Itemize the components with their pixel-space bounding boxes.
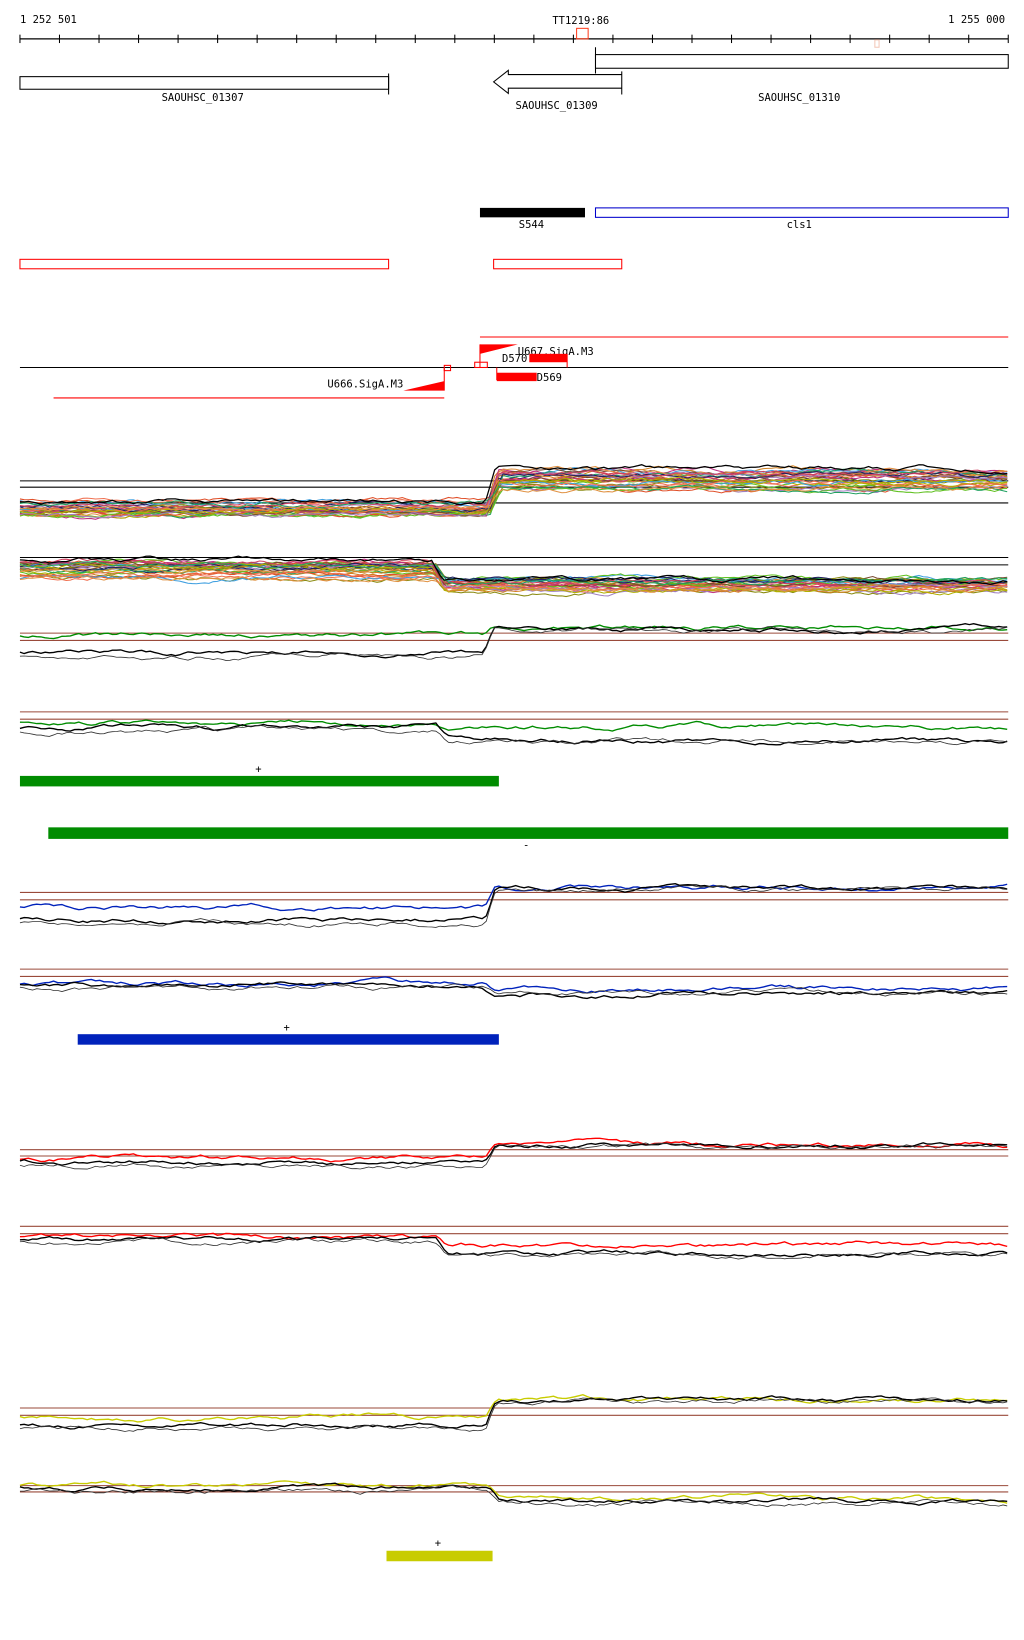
gene-label: SAOUHSC_01310 — [758, 92, 840, 104]
position-marker[interactable] — [576, 27, 589, 40]
red-region-1[interactable] — [19, 258, 390, 270]
yellow-reverse-black — [19, 1482, 1008, 1506]
tss-marker — [474, 361, 488, 369]
gene-saouhsc-01309[interactable]: SAOUHSC_01309 — [492, 69, 623, 112]
sample-line-forward — [19, 476, 1008, 515]
red-reverse-colored — [19, 1232, 1008, 1249]
promoter-label: U666.SigA.M3 — [327, 378, 403, 390]
red-forward-black — [19, 1142, 1008, 1170]
red-forward-colored — [19, 1137, 1008, 1163]
yellow-forward-black — [19, 1397, 1008, 1432]
promoter-label: U667.SigA.M3 — [518, 346, 594, 358]
feature-label: S544 — [519, 219, 544, 231]
gene-label: SAOUHSC_01309 — [516, 100, 598, 112]
terminator-label: D570 — [502, 353, 527, 365]
strand-plus-label: + — [255, 764, 261, 776]
ruler-start-label: 1 252 501 — [20, 14, 77, 26]
blue-forward-black — [19, 885, 1008, 928]
blue-plus-bar[interactable] — [77, 1034, 499, 1045]
blue-reverse-black — [19, 983, 1008, 997]
gene-saouhsc-01307[interactable]: SAOUHSC_01307 — [19, 73, 390, 104]
sample-line-forward — [19, 484, 1008, 509]
expression-tracks — [19, 464, 1009, 1508]
feature-label: cls1 — [787, 219, 812, 231]
green-minus-bar[interactable] — [48, 827, 1009, 839]
ruler-end-label: 1 255 000 — [948, 14, 1005, 26]
regulatory-track: U667.SigA.M3 U666.SigA.M3 D570 D569 — [19, 336, 1009, 399]
green-reverse-colored — [19, 719, 1008, 732]
yellow-reverse-colored — [19, 1480, 1008, 1504]
sample-line-forward — [19, 479, 1008, 514]
sample-line-reverse — [19, 562, 1008, 595]
secondary-marker — [874, 39, 880, 48]
strand-minus-label: - — [523, 839, 529, 851]
feature-cls1[interactable]: cls1 — [594, 207, 1009, 231]
gene-track: SAOUHSC_01310 SAOUHSC_01307 SAOUHSC_0130… — [19, 47, 1009, 112]
yellow-plus-bar[interactable] — [386, 1550, 493, 1562]
gene-saouhsc-01310[interactable]: SAOUHSC_01310 — [594, 47, 1009, 104]
sample-line-forward — [19, 477, 1008, 514]
blue-forward-colored — [19, 883, 1008, 912]
sample-line-reverse — [19, 574, 1008, 594]
strand-plus-label: + — [284, 1022, 290, 1034]
green-forward-black — [19, 625, 1008, 661]
red-forward-black — [19, 1142, 1008, 1166]
sample-line-reverse — [19, 557, 1008, 587]
terminator-label: D569 — [537, 372, 562, 384]
gene-label: SAOUHSC_01307 — [162, 92, 244, 104]
promoter-u666[interactable]: U666.SigA.M3 — [327, 367, 445, 391]
yellow-reverse-black — [19, 1484, 1008, 1508]
red-reverse-black — [19, 1237, 1008, 1260]
tss-marker — [443, 364, 452, 372]
promoter-u667[interactable]: U667.SigA.M3 — [479, 344, 594, 368]
red-region-2[interactable] — [493, 258, 623, 270]
blue-reverse-black — [19, 981, 1008, 1000]
feature-s544[interactable]: S544 — [479, 207, 585, 231]
ruler-position-label: TT1219:86 — [552, 15, 609, 27]
green-forward-black — [19, 622, 1008, 659]
sample-line-forward — [19, 464, 1008, 506]
terminator-d570[interactable]: D570 — [502, 353, 568, 368]
sample-line-forward — [19, 485, 1008, 512]
strand-plus-label: + — [435, 1538, 441, 1550]
sample-line-reverse — [19, 573, 1008, 590]
ruler-ticks — [19, 34, 1009, 44]
yellow-forward-black — [19, 1395, 1008, 1430]
green-plus-bar[interactable] — [19, 775, 499, 787]
sample-line-forward — [19, 469, 1008, 510]
green-reverse-black — [19, 724, 1008, 746]
blue-reverse-colored — [19, 976, 1008, 994]
sample-line-reverse — [19, 555, 1008, 586]
terminator-d569[interactable]: D569 — [496, 367, 562, 384]
coordinate-ruler: 1 252 501 TT1219:86 1 255 000 — [19, 14, 1009, 48]
